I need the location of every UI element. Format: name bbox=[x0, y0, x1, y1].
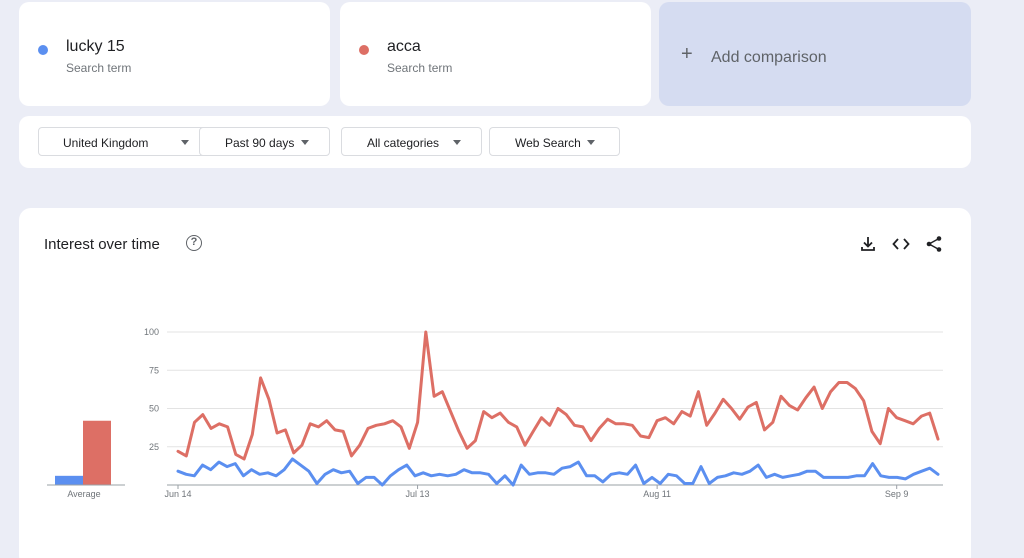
search-type-dropdown-label: Web Search bbox=[515, 136, 581, 150]
search-term-card-acca[interactable]: acca Search term bbox=[340, 2, 651, 106]
region-dropdown[interactable]: United Kingdom bbox=[38, 127, 209, 156]
average-bar-acca bbox=[83, 420, 111, 485]
search-term-name[interactable]: acca bbox=[387, 38, 421, 55]
search-term-name[interactable]: lucky 15 bbox=[66, 38, 125, 55]
y-tick-label: 75 bbox=[149, 365, 159, 375]
average-bar-lucky-15 bbox=[55, 475, 83, 485]
x-tick-label: Sep 9 bbox=[885, 489, 909, 499]
x-tick-label: Jun 14 bbox=[164, 489, 191, 499]
x-tick-label: Aug 11 bbox=[643, 489, 671, 499]
region-dropdown-label: United Kingdom bbox=[63, 136, 149, 150]
filter-bar: United Kingdom Past 90 days All categori… bbox=[19, 116, 971, 168]
plus-icon: + bbox=[681, 43, 693, 65]
share-icon[interactable] bbox=[924, 234, 944, 254]
download-icon[interactable] bbox=[858, 234, 878, 254]
y-tick-label: 25 bbox=[149, 442, 159, 452]
search-term-label: Search term bbox=[387, 61, 453, 75]
dropdown-arrow-icon bbox=[181, 140, 189, 145]
dropdown-arrow-icon bbox=[453, 140, 461, 145]
search-type-dropdown[interactable]: Web Search bbox=[489, 127, 620, 156]
time-period-dropdown[interactable]: Past 90 days bbox=[199, 127, 330, 156]
time-period-dropdown-label: Past 90 days bbox=[225, 136, 295, 150]
y-tick-label: 50 bbox=[149, 404, 159, 414]
series-line-lucky-15 bbox=[176, 457, 940, 487]
series-color-dot bbox=[359, 45, 369, 55]
category-dropdown[interactable]: All categories bbox=[341, 127, 482, 156]
series-line-acca bbox=[176, 330, 940, 461]
interest-over-time-card: Interest over time ? Average 100 75 50 25 Jun… bbox=[19, 208, 971, 558]
interest-over-time-chart: Average 100 75 50 25 Jun 14 Jul 13 Aug 11 Sep 9 bbox=[47, 327, 943, 499]
search-term-label: Search term bbox=[66, 61, 132, 75]
search-term-card-lucky-15[interactable]: lucky 15 Search term bbox=[19, 2, 330, 106]
help-icon[interactable]: ? bbox=[186, 235, 202, 251]
series-color-dot bbox=[38, 45, 48, 55]
embed-code-icon[interactable] bbox=[891, 234, 911, 254]
add-comparison-button[interactable]: + Add comparison bbox=[659, 2, 971, 106]
dropdown-arrow-icon bbox=[587, 140, 595, 145]
category-dropdown-label: All categories bbox=[367, 136, 440, 150]
x-tick-label: Jul 13 bbox=[406, 489, 430, 499]
y-tick-label: 100 bbox=[144, 327, 159, 337]
chart-title: Interest over time bbox=[44, 236, 160, 253]
average-label: Average bbox=[67, 489, 100, 499]
add-comparison-label: Add comparison bbox=[711, 49, 827, 66]
dropdown-arrow-icon bbox=[301, 140, 309, 145]
